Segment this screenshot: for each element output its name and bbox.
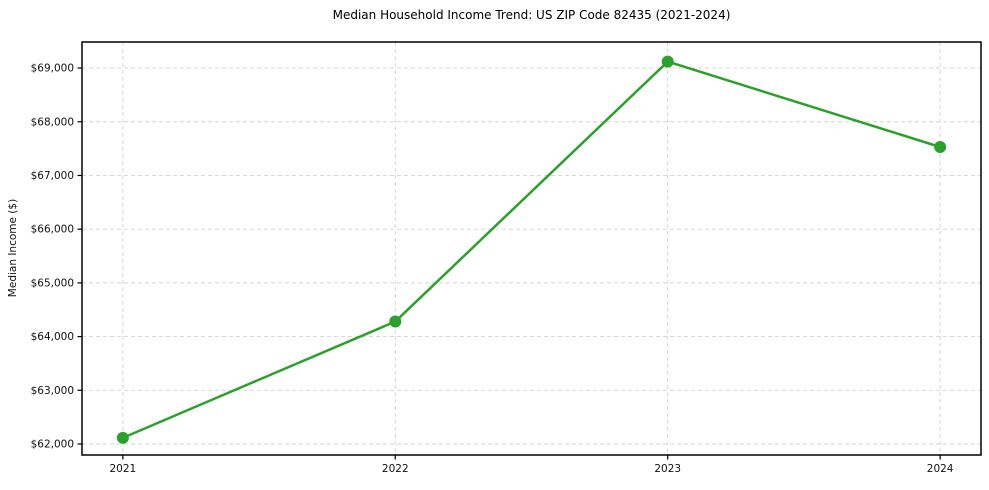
- x-tick-label: 2021: [109, 463, 136, 475]
- y-tick-label: $65,000: [31, 277, 74, 289]
- trend-line: [121, 60, 942, 440]
- y-tick-label: $66,000: [31, 224, 74, 236]
- y-tick-label: $64,000: [31, 331, 74, 343]
- data-point-2021: [116, 431, 129, 444]
- y-tick-label: $69,000: [31, 63, 74, 75]
- chart-title: Median Household Income Trend: US ZIP Co…: [332, 8, 731, 22]
- x-tick-label: 2023: [654, 463, 681, 475]
- y-tick-label: $68,000: [31, 116, 74, 128]
- data-point-2022: [389, 315, 402, 328]
- y-tick-label: $62,000: [31, 438, 74, 450]
- data-point-2023: [661, 55, 674, 68]
- plot-border: [81, 41, 982, 456]
- x-tick-label: 2024: [927, 463, 954, 475]
- y-tick-label: $63,000: [31, 385, 74, 397]
- y-tick-label: $67,000: [31, 170, 74, 182]
- x-tick-label: 2022: [382, 463, 409, 475]
- data-point-2024: [934, 140, 947, 153]
